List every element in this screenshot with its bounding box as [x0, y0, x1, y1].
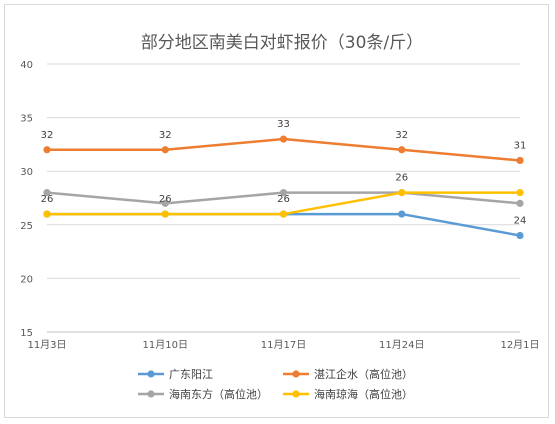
legend-marker — [147, 390, 155, 398]
gridlines — [47, 63, 520, 333]
data-label: 26 — [277, 194, 290, 205]
x-tick-label: 11月24日 — [379, 339, 424, 351]
data-label: 33 — [277, 119, 290, 130]
x-tick-label: 11月17日 — [261, 339, 306, 351]
data-label: 32 — [395, 130, 408, 141]
y-tick-label: 20 — [20, 274, 33, 285]
y-tick-label: 40 — [20, 60, 33, 71]
data-point — [43, 146, 51, 154]
legend-marker — [147, 370, 155, 378]
data-point — [516, 156, 524, 165]
legend-item: 海南东方（高位池） — [138, 387, 268, 401]
legend-marker — [292, 390, 300, 398]
data-label: 31 — [514, 140, 527, 151]
series-layer — [43, 135, 524, 240]
data-point — [516, 231, 524, 240]
legend-label: 海南东方（高位池） — [169, 387, 268, 401]
y-tick-label: 35 — [20, 114, 33, 125]
legend-item: 海南琼海（高位池） — [283, 387, 413, 401]
legend-item: 广东阳江 — [138, 368, 213, 381]
data-point — [161, 210, 169, 218]
data-label: 32 — [41, 130, 54, 141]
data-point — [43, 189, 51, 197]
data-point — [43, 210, 51, 218]
x-tick-label: 11月10日 — [143, 339, 188, 351]
x-tick-label: 11月3日 — [27, 339, 66, 351]
data-point — [161, 146, 169, 154]
y-tick-label: 15 — [20, 328, 33, 339]
chart-frame — [4, 4, 549, 418]
data-labels: 24 32 32 33 32 31 26 26 26 26 — [41, 119, 527, 226]
data-point — [516, 199, 524, 207]
series-4 — [43, 189, 524, 218]
legend-label: 湛江企水（高位池） — [314, 367, 413, 381]
data-label: 26 — [159, 194, 172, 205]
legend-marker — [292, 370, 300, 378]
legend-item: 湛江企水（高位池） — [283, 367, 413, 381]
data-point — [279, 210, 288, 218]
data-point — [279, 189, 288, 197]
data-label: 32 — [159, 130, 172, 141]
y-tick-label: 30 — [20, 167, 33, 178]
x-tick-label: 12月1日 — [500, 339, 539, 351]
legend-label: 广东阳江 — [169, 368, 213, 381]
data-point — [398, 146, 406, 154]
data-point — [279, 135, 288, 143]
series-3 — [43, 189, 524, 207]
series-2 — [43, 135, 524, 165]
data-label: 26 — [41, 194, 54, 205]
data-point — [161, 199, 169, 207]
data-label: 24 — [514, 216, 527, 227]
y-axis-ticks: 15 20 25 30 35 40 — [20, 60, 33, 339]
y-tick-label: 25 — [20, 221, 33, 232]
data-point — [516, 189, 524, 197]
legend-label: 海南琼海（高位池） — [314, 387, 413, 401]
data-point — [398, 189, 406, 197]
data-point — [398, 210, 406, 218]
legend: 广东阳江 湛江企水（高位池） 海南东方（高位池） 海南琼海（高位池） — [138, 367, 413, 401]
data-label: 26 — [395, 173, 408, 184]
x-axis-ticks: 11月3日 11月10日 11月17日 11月24日 12月1日 — [27, 339, 539, 351]
chart-title: 部分地区南美白对虾报价（30条/斤） — [141, 33, 423, 53]
